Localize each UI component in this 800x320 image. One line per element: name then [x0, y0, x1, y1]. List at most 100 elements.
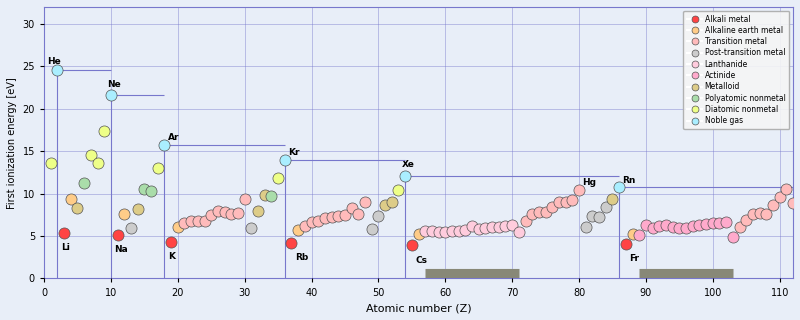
Point: [171, 224, 184, 229]
Point: [419, 228, 432, 234]
Point: [218, 209, 231, 214]
Point: [726, 234, 739, 239]
Point: [185, 218, 198, 223]
Point: [646, 226, 659, 231]
Point: [346, 205, 358, 210]
Point: [499, 223, 512, 228]
Point: [579, 224, 592, 229]
Point: [693, 223, 706, 228]
Text: Li: Li: [61, 243, 70, 252]
Point: [51, 67, 64, 72]
Point: [626, 231, 639, 236]
Point: [292, 228, 305, 233]
Point: [352, 212, 365, 217]
Point: [760, 212, 773, 217]
Point: [720, 220, 733, 225]
Point: [673, 225, 686, 230]
Point: [298, 223, 311, 228]
Point: [459, 228, 472, 233]
Point: [312, 219, 325, 224]
Point: [780, 186, 793, 191]
Point: [58, 230, 70, 235]
Point: [318, 216, 331, 221]
Point: [713, 220, 726, 225]
Text: Fr: Fr: [630, 254, 639, 263]
Text: Kr: Kr: [288, 148, 300, 157]
Point: [746, 212, 759, 217]
Point: [125, 225, 138, 230]
Point: [178, 220, 191, 225]
Point: [653, 223, 666, 228]
Point: [533, 209, 546, 214]
Point: [486, 225, 498, 230]
Point: [659, 223, 672, 228]
Point: [245, 225, 258, 230]
Point: [519, 218, 532, 223]
Point: [238, 196, 251, 201]
Point: [559, 200, 572, 205]
Point: [332, 213, 345, 219]
Point: [151, 166, 164, 171]
Point: [606, 197, 619, 202]
Point: [619, 241, 632, 246]
Point: [198, 219, 211, 224]
Point: [754, 211, 766, 216]
Point: [71, 205, 84, 211]
Point: [412, 232, 425, 237]
Point: [466, 224, 478, 229]
Point: [44, 161, 57, 166]
Point: [252, 209, 265, 214]
Point: [492, 224, 505, 229]
Text: He: He: [47, 57, 61, 66]
Point: [426, 229, 438, 234]
Point: [566, 198, 578, 203]
Point: [633, 232, 646, 237]
Point: [593, 214, 606, 219]
Point: [686, 223, 699, 228]
Point: [191, 219, 204, 224]
Point: [338, 212, 351, 218]
Point: [439, 229, 452, 234]
Point: [118, 211, 130, 216]
Point: [740, 217, 753, 222]
Y-axis label: First ionization energy [eV]: First ionization energy [eV]: [7, 77, 17, 209]
Point: [666, 225, 679, 230]
Point: [733, 225, 746, 230]
Text: K: K: [168, 252, 174, 261]
Point: [372, 213, 385, 219]
Text: Hg: Hg: [582, 178, 596, 187]
Point: [225, 211, 238, 216]
Point: [786, 200, 799, 205]
Point: [378, 203, 391, 208]
Point: [452, 228, 465, 233]
Point: [138, 187, 150, 192]
Point: [366, 227, 378, 232]
Point: [145, 188, 158, 193]
Point: [599, 204, 612, 210]
Point: [265, 193, 278, 198]
Point: [205, 213, 218, 218]
Point: [392, 187, 405, 192]
Point: [472, 226, 485, 231]
Point: [774, 195, 786, 200]
Point: [706, 221, 719, 226]
Text: Rn: Rn: [622, 176, 636, 185]
Point: [506, 223, 518, 228]
Point: [98, 128, 110, 133]
Text: Ne: Ne: [107, 80, 122, 89]
Text: Xe: Xe: [402, 160, 414, 169]
Point: [432, 229, 445, 235]
Point: [526, 212, 538, 217]
Point: [613, 185, 626, 190]
Point: [272, 176, 285, 181]
Text: Rb: Rb: [295, 253, 308, 262]
Text: Cs: Cs: [415, 256, 427, 265]
Point: [326, 214, 338, 219]
Point: [85, 153, 98, 158]
Point: [78, 180, 90, 186]
Point: [479, 226, 492, 231]
Point: [398, 173, 411, 178]
Point: [406, 243, 418, 248]
Point: [553, 200, 566, 205]
Point: [64, 197, 77, 202]
